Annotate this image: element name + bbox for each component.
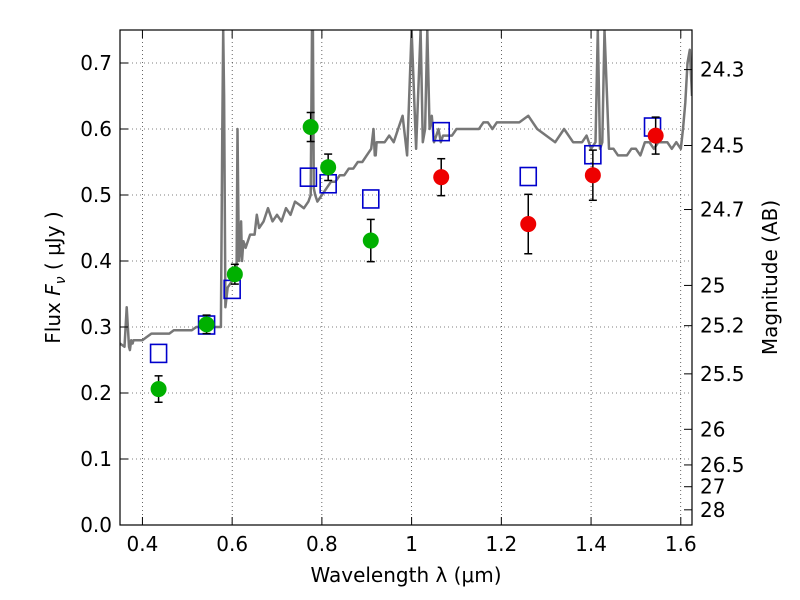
y2-tick-label: 25 (700, 273, 725, 297)
model-photometry-square (149, 343, 168, 364)
y2-tick-label: 28 (700, 498, 725, 522)
labels-layer: Wavelength λ (μm) Flux Fν ( μJy ) Magnit… (41, 200, 782, 587)
optical-detection-point (150, 381, 167, 398)
y2-tick-label: 25.2 (700, 314, 745, 338)
x-tick-label: 1 (405, 532, 418, 556)
y-tick-label: 0.2 (80, 381, 112, 405)
x-tick-label: 0.8 (306, 532, 338, 556)
model-photometry-square (361, 189, 380, 209)
y-tick-label: 0.0 (80, 513, 112, 537)
near-ir-detection-point (584, 167, 601, 184)
near-ir-detection-point (520, 216, 537, 233)
optical-detection-point (198, 316, 215, 333)
y2-tick-label: 26 (700, 417, 725, 441)
near-ir-detection-point (647, 127, 664, 144)
x-axis-label: Wavelength λ (μm) (310, 563, 501, 587)
x-tick-label: 0.6 (216, 532, 248, 556)
x-tick-label: 0.4 (127, 532, 159, 556)
y-tick-label: 0.7 (80, 51, 112, 75)
y-tick-label: 0.5 (80, 183, 112, 207)
y2-tick-label: 24.3 (700, 58, 745, 82)
optical-detection-point (226, 266, 243, 283)
near-ir-detection-point (433, 169, 450, 186)
model-photometry-square (432, 121, 451, 142)
y-axis-label: Flux Fν ( μJy ) (41, 211, 69, 343)
plot-frame (119, 29, 693, 526)
y2-tick-label: 26.5 (700, 453, 745, 477)
y-tick-label: 0.6 (80, 117, 112, 141)
model-photometry-square (519, 166, 538, 187)
x-tick-label: 1.2 (485, 532, 517, 556)
x-tick-label: 1.4 (575, 532, 607, 556)
optical-detection-point (362, 232, 379, 249)
optical-detection-point (302, 119, 319, 136)
y-tick-label: 0.3 (80, 315, 112, 339)
x-tick-label: 1.6 (665, 532, 697, 556)
y2-tick-label: 24.5 (700, 134, 745, 158)
model-photometry-square (299, 167, 318, 187)
y2-tick-label: 25.5 (700, 362, 745, 386)
ticks-layer: 0.4 0.6 0.8 1 1.2 1.4 1.6 0.0 0.1 0.2 0.3 0.4 0.5 0.6… (80, 30, 745, 556)
markers-layer (149, 111, 664, 403)
y2-tick-label: 24.7 (700, 198, 745, 222)
y-tick-label: 0.4 (80, 249, 112, 273)
y2-tick-label: 27 (700, 475, 725, 499)
y-tick-label: 0.1 (80, 447, 112, 471)
optical-detection-point (320, 159, 337, 176)
y2-axis-label: Magnitude (AB) (758, 200, 782, 355)
